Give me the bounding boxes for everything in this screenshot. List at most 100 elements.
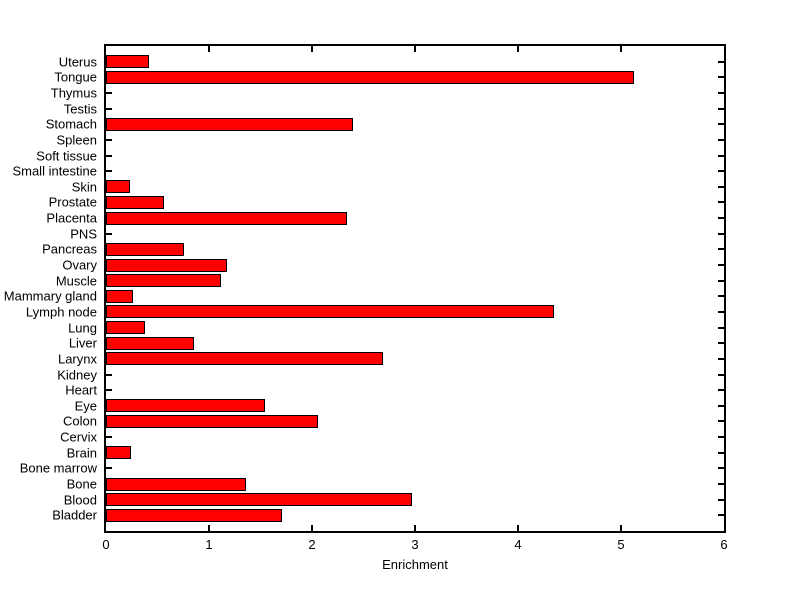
x-tick-label: 1 (205, 537, 213, 552)
y-tick-label: Blood (63, 492, 97, 508)
y-tick-label: Prostate (48, 194, 97, 210)
y-tick-label: Lymph node (25, 304, 97, 320)
x-tick (517, 525, 519, 531)
y-tick-label: Colon (63, 413, 97, 429)
x-tick (208, 525, 210, 531)
y-tick (718, 185, 724, 188)
y-tick-label: Soft tissue (36, 148, 97, 164)
y-tick-label: PNS (70, 226, 97, 242)
y-tick (106, 91, 112, 94)
y-tick-label: Tongue (54, 69, 97, 85)
x-tick (620, 525, 622, 531)
y-tick (718, 107, 724, 110)
x-tick (620, 46, 622, 52)
y-tick (718, 483, 724, 486)
y-tick-label: Placenta (46, 210, 97, 226)
y-tick-label: Brain (66, 445, 97, 461)
y-tick (106, 436, 112, 439)
y-tick (106, 232, 112, 235)
y-tick-label: Liver (68, 335, 97, 351)
bar (106, 508, 283, 522)
y-tick-label: Heart (65, 382, 97, 398)
bar (106, 274, 222, 288)
y-tick-label: Larynx (57, 351, 97, 367)
y-tick-label: Stomach (45, 116, 97, 132)
x-tick-label: 0 (102, 537, 110, 552)
x-tick (311, 525, 313, 531)
x-tick-label: 4 (514, 537, 522, 552)
y-tick (718, 373, 724, 376)
y-tick (718, 436, 724, 439)
y-tick-label: Small intestine (12, 163, 97, 179)
bar (106, 305, 555, 319)
y-tick-label: Ovary (62, 257, 97, 273)
y-tick (718, 76, 724, 79)
bar (106, 321, 146, 335)
y-tick-label: Uterus (58, 54, 97, 70)
y-tick (718, 123, 724, 126)
x-tick-label: 2 (308, 537, 316, 552)
y-tick (718, 326, 724, 329)
bar (106, 258, 227, 272)
y-tick (718, 138, 724, 141)
bar (106, 352, 384, 366)
y-tick-label: Bone (66, 476, 97, 492)
bar (106, 180, 130, 194)
y-tick (718, 342, 724, 345)
y-tick (106, 467, 112, 470)
x-tick-label: 5 (617, 537, 625, 552)
x-tick-label: 3 (411, 537, 419, 552)
y-tick (718, 154, 724, 157)
bar (106, 55, 150, 69)
bar (106, 477, 247, 491)
bar (106, 414, 319, 428)
y-tick (718, 389, 724, 392)
y-tick-label: Muscle (55, 273, 97, 289)
y-tick-label: Spleen (56, 132, 97, 148)
y-tick (718, 514, 724, 517)
y-tick (718, 404, 724, 407)
y-tick (718, 498, 724, 501)
y-tick (718, 357, 724, 360)
bar (106, 399, 265, 413)
y-tick-label: Pancreas (42, 241, 97, 257)
y-tick (718, 420, 724, 423)
plot-area (104, 44, 726, 533)
y-tick (718, 295, 724, 298)
y-tick-label: Thymus (50, 85, 97, 101)
y-tick-label: Eye (74, 398, 97, 414)
bar (106, 446, 131, 460)
y-tick-label: Testis (63, 101, 97, 117)
y-tick (718, 217, 724, 220)
bar (106, 242, 185, 256)
x-tick (208, 46, 210, 52)
bar (106, 117, 354, 131)
bar (106, 70, 635, 84)
y-tick (106, 138, 112, 141)
bar (106, 289, 133, 303)
x-tick (414, 46, 416, 52)
y-tick (718, 279, 724, 282)
bar (106, 336, 194, 350)
y-tick (718, 310, 724, 313)
y-tick (106, 389, 112, 392)
bar (106, 211, 348, 225)
y-tick-label: Bladder (52, 507, 97, 523)
bar (106, 195, 164, 209)
bar (106, 493, 412, 507)
y-tick (106, 154, 112, 157)
x-axis-title: Enrichment (382, 557, 448, 572)
x-tick (311, 46, 313, 52)
y-tick (718, 60, 724, 63)
y-tick-label: Mammary gland (3, 288, 97, 304)
y-tick (718, 170, 724, 173)
y-tick-label: Lung (68, 320, 97, 336)
y-tick-label: Bone marrow (19, 460, 97, 476)
y-tick (106, 107, 112, 110)
x-tick (517, 46, 519, 52)
y-tick-label: Kidney (57, 367, 97, 383)
x-tick-label: 6 (720, 537, 728, 552)
y-tick (718, 248, 724, 251)
y-tick (718, 201, 724, 204)
